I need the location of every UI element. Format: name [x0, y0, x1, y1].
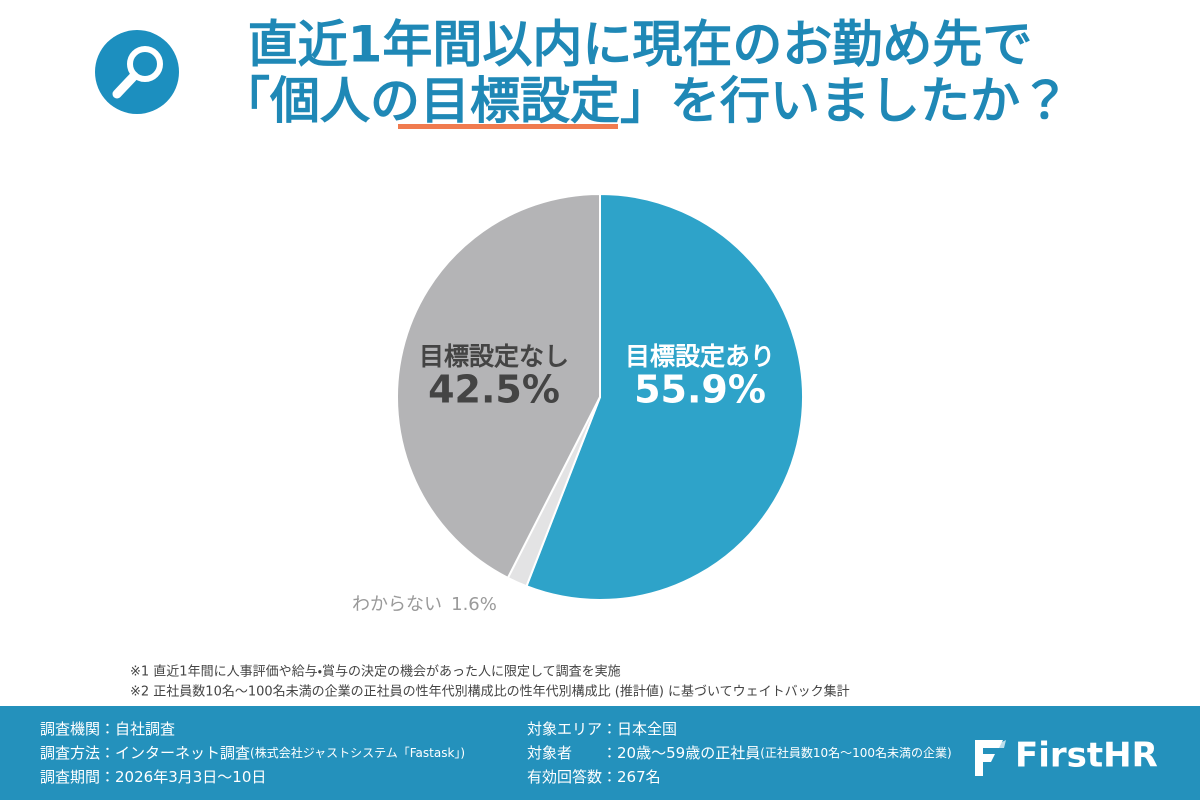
footer-line: 調査期間：2026年3月3日〜10日: [40, 768, 266, 786]
pie-slice: [396, 192, 601, 580]
footer-label: 対象者 ：: [527, 744, 617, 762]
footer-label: 調査期間：: [40, 768, 115, 786]
title-line: 「個人の目標設定」を行いましたか？: [220, 72, 1070, 130]
footer-line: 対象者 ：20歳〜59歳の正社員(正社員数10名〜100名未満の企業): [527, 744, 952, 762]
title-line: 直近1年間以内に現在のお勤め先で: [248, 16, 1033, 74]
slice-label: わからない: [352, 594, 442, 615]
footer-value: 2026年3月3日〜10日: [115, 768, 266, 786]
footer-value: 自社調査: [115, 720, 175, 738]
footer-line: 調査機関：自社調査: [40, 720, 175, 738]
footer-value: 20歳〜59歳の正社員: [617, 744, 760, 762]
footer-line: 調査方法：インターネット調査(株式会社ジャストシステム「Fastask」): [40, 744, 465, 762]
search-icon: [95, 30, 179, 114]
footer-value: 267名: [617, 768, 661, 786]
footer-note: (正社員数10名〜100名未満の企業): [760, 745, 952, 760]
footer-note: (株式会社ジャストシステム「Fastask」): [250, 745, 465, 760]
logo-text: FirstHR: [1015, 736, 1158, 776]
footer-info: 調査機関：自社調査調査方法：インターネット調査(株式会社ジャストシステム「Fas…: [40, 720, 952, 786]
slice-label: 目標設定あり: [625, 342, 775, 371]
logo: FirstHR: [975, 736, 1158, 776]
value-label: 55.9%: [634, 368, 766, 412]
footer-line: 有効回答数：267名: [527, 768, 661, 786]
note: ※2 正社員数10名〜100名未満の企業の正社員の性年代別構成比の性年代別構成比…: [130, 684, 850, 700]
footer-value: インターネット調査: [115, 744, 250, 762]
title-underline: [398, 124, 618, 129]
pie-slice: [525, 192, 804, 601]
footer-label: 有効回答数：: [527, 768, 617, 786]
title-part: 」を行いましたか？: [620, 72, 1070, 130]
footer-label: 対象エリア：: [527, 720, 617, 738]
footer-label: 調査機関：: [40, 720, 115, 738]
footer: [0, 706, 1200, 800]
title-part: 「個人の: [220, 72, 420, 130]
note: ※1 直近1年間に人事評価や給与・賞与の決定の機会があった人に限定して調査を実施: [130, 664, 621, 680]
footer-value: 日本全国: [617, 720, 677, 738]
footer-label: 調査方法：: [40, 744, 115, 762]
value-label: 1.6%: [451, 594, 497, 615]
title-part: 目標設定: [420, 72, 620, 130]
footer-line: 対象エリア：日本全国: [527, 720, 677, 738]
slice-label: 目標設定なし: [419, 342, 569, 371]
value-label: 42.5%: [428, 368, 560, 412]
